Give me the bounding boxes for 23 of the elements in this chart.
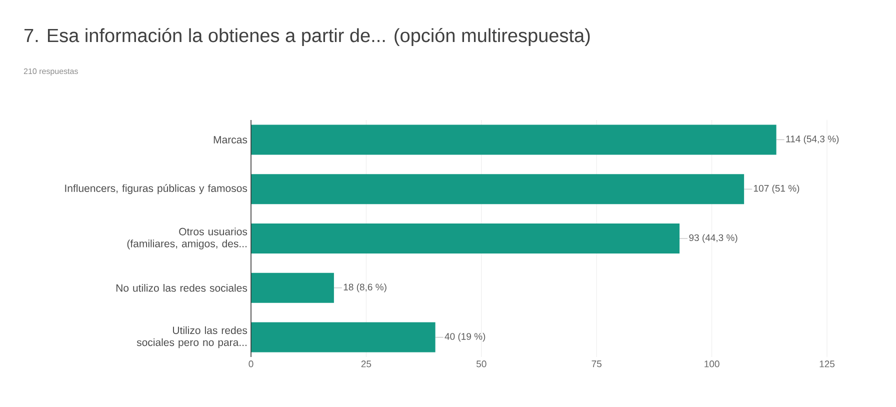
bar (251, 174, 744, 204)
x-tick-label: 25 (361, 360, 372, 368)
x-tick-label: 125 (820, 360, 835, 368)
y-tick-label: Influencers, figuras públicas y famosos (65, 184, 248, 194)
x-tick-label: 75 (592, 360, 602, 368)
data-label: 18 (8,6 %) (344, 283, 386, 292)
x-tick-label: 50 (476, 360, 486, 368)
data-label: 107 (51 %) (754, 184, 800, 194)
x-tick-label: 0 (248, 360, 254, 368)
data-label: 114 (54,3 %) (786, 135, 839, 144)
data-label: 93 (44,3 %) (689, 234, 738, 243)
y-tick-label: Marcas (214, 136, 248, 144)
bar (251, 322, 436, 352)
text: 210 respuestas (24, 68, 78, 76)
chart-title: 7. Esa información la obtienes a partir de... (opción multirespuesta) (24, 28, 590, 46)
bar (251, 224, 680, 254)
bar (251, 124, 776, 155)
y-tick-label: Otros usuarios (familiares, amigos, des... (127, 228, 248, 250)
data-label: 40 (19 %) (444, 332, 486, 342)
y-tick-label: No utilizo las redes sociales (116, 284, 248, 292)
x-tick-label: 100 (704, 360, 720, 368)
y-tick-label: Utilizo las redes sociales pero no para... (136, 326, 248, 348)
bar (251, 272, 334, 303)
